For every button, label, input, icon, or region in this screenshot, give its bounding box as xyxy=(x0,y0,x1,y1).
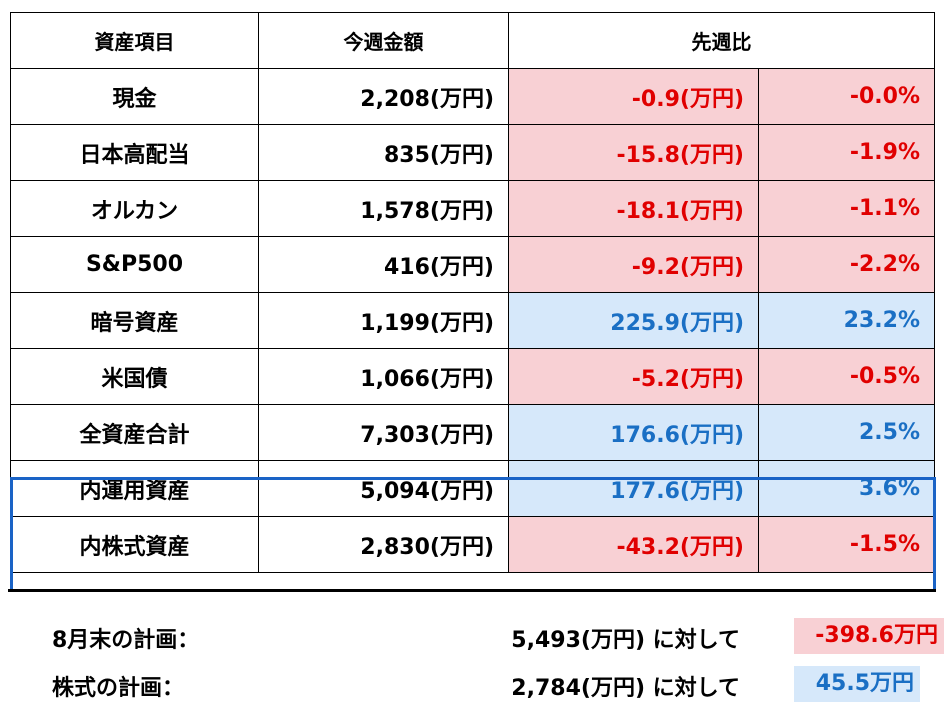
percent-cell: -1.9% xyxy=(758,124,935,181)
table-bottom-border xyxy=(8,589,936,592)
asset-name-cell: 内株式資産 xyxy=(10,516,259,573)
header-this-week: 今週金額 xyxy=(258,12,509,69)
asset-name-cell: 暗号資産 xyxy=(10,292,259,349)
percent-cell: -2.2% xyxy=(758,236,935,293)
asset-name-cell: オルカン xyxy=(10,180,259,237)
percent-cell: -1.1% xyxy=(758,180,935,237)
table-row: オルカン 1,578(万円) -18.1(万円) -1.1% xyxy=(10,180,935,237)
plan-label: 株式の計画： xyxy=(52,676,185,701)
change-cell: -43.2(万円) xyxy=(508,516,759,573)
plan-amount: 2,784(万円) に対して xyxy=(511,676,740,701)
plan-label: 8月末の計画： xyxy=(52,628,200,653)
percent-cell: 23.2% xyxy=(758,292,935,349)
percent-cell: -0.0% xyxy=(758,68,935,125)
table-row: 日本高配当 835(万円) -15.8(万円) -1.9% xyxy=(10,124,935,181)
amount-cell: 1,066(万円) xyxy=(258,348,509,405)
amount-cell: 2,208(万円) xyxy=(258,68,509,125)
asset-name-cell: 米国債 xyxy=(10,348,259,405)
asset-name-cell: 全資産合計 xyxy=(10,404,259,461)
change-cell: 177.6(万円) xyxy=(508,460,759,517)
percent-cell: 2.5% xyxy=(758,404,935,461)
table-header-row: 資産項目 今週金額 先週比 xyxy=(10,12,935,69)
change-cell: -5.2(万円) xyxy=(508,348,759,405)
amount-cell: 416(万円) xyxy=(258,236,509,293)
asset-name-cell: S&P500 xyxy=(10,236,259,293)
amount-cell: 5,094(万円) xyxy=(258,460,509,517)
plan-diff: -398.6万円 xyxy=(794,618,944,654)
table-row: 全資産合計 7,303(万円) 176.6(万円) 2.5% xyxy=(10,404,935,461)
plan-row-stock: 株式の計画： 2,784(万円) に対して 45.5万円 xyxy=(0,666,946,702)
asset-name-cell: 内運用資産 xyxy=(10,460,259,517)
amount-cell: 7,303(万円) xyxy=(258,404,509,461)
change-cell: -0.9(万円) xyxy=(508,68,759,125)
header-item: 資産項目 xyxy=(10,12,259,69)
amount-cell: 1,578(万円) xyxy=(258,180,509,237)
change-cell: -9.2(万円) xyxy=(508,236,759,293)
table-row: 暗号資産 1,199(万円) 225.9(万円) 23.2% xyxy=(10,292,935,349)
amount-cell: 835(万円) xyxy=(258,124,509,181)
plan-amount: 5,493(万円) に対して xyxy=(511,628,740,653)
table-row: 内株式資産 2,830(万円) -43.2(万円) -1.5% xyxy=(10,516,935,573)
amount-cell: 1,199(万円) xyxy=(258,292,509,349)
table-row: 米国債 1,066(万円) -5.2(万円) -0.5% xyxy=(10,348,935,405)
asset-summary-table: 資産項目 今週金額 先週比 現金 2,208(万円) -0.9(万円) -0.0% 日本… xyxy=(10,12,935,573)
plan-row-august: 8月末の計画： 5,493(万円) に対して -398.6万円 xyxy=(0,618,946,654)
change-cell: 176.6(万円) xyxy=(508,404,759,461)
change-cell: -18.1(万円) xyxy=(508,180,759,237)
change-cell: -15.8(万円) xyxy=(508,124,759,181)
table-row: 内運用資産 5,094(万円) 177.6(万円) 3.6% xyxy=(10,460,935,517)
asset-name-cell: 日本高配当 xyxy=(10,124,259,181)
percent-cell: -1.5% xyxy=(758,516,935,573)
table-body: 現金 2,208(万円) -0.9(万円) -0.0% 日本高配当 835(万円) -15.… xyxy=(10,68,935,573)
amount-cell: 2,830(万円) xyxy=(258,516,509,573)
asset-name-cell: 現金 xyxy=(10,68,259,125)
percent-cell: 3.6% xyxy=(758,460,935,517)
change-cell: 225.9(万円) xyxy=(508,292,759,349)
plan-diff: 45.5万円 xyxy=(794,666,920,702)
table-row: S&P500 416(万円) -9.2(万円) -2.2% xyxy=(10,236,935,293)
table-row: 現金 2,208(万円) -0.9(万円) -0.0% xyxy=(10,68,935,125)
header-vs-last-week: 先週比 xyxy=(508,12,935,69)
percent-cell: -0.5% xyxy=(758,348,935,405)
